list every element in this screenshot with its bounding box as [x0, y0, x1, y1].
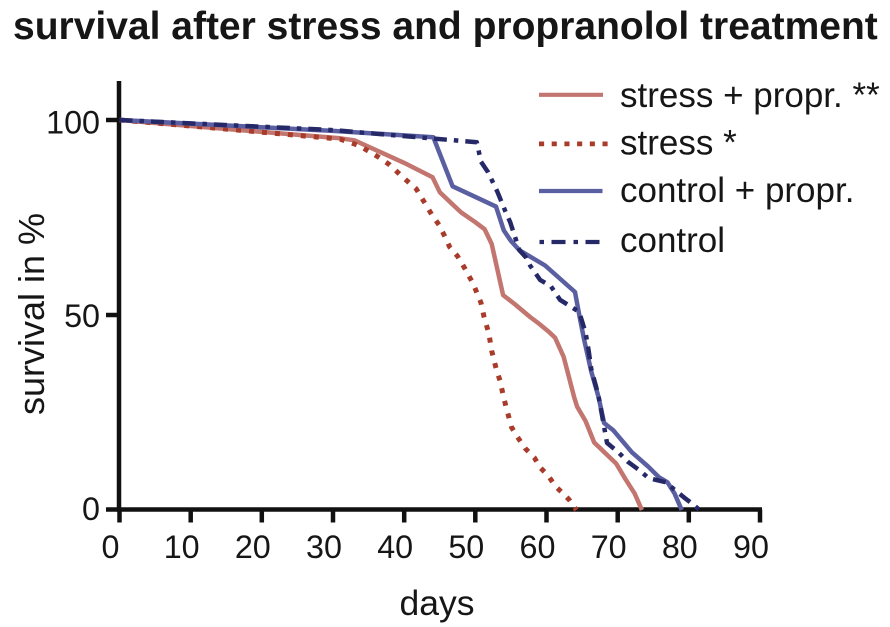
svg-text:control: control — [620, 221, 725, 260]
svg-text:50: 50 — [448, 529, 484, 565]
svg-text:30: 30 — [306, 529, 342, 565]
svg-text:stress + propr. **: stress + propr. ** — [620, 76, 880, 115]
svg-text:0: 0 — [82, 491, 100, 527]
svg-text:10: 10 — [164, 529, 200, 565]
svg-text:90: 90 — [733, 529, 769, 565]
svg-text:50: 50 — [64, 298, 100, 334]
svg-text:100: 100 — [46, 105, 100, 141]
svg-text:survival after stress and prop: survival after stress and propranolol tr… — [13, 5, 878, 48]
svg-text:40: 40 — [377, 529, 413, 565]
svg-text:0: 0 — [102, 529, 120, 565]
svg-text:survival in %: survival in % — [11, 213, 52, 415]
svg-text:60: 60 — [520, 529, 556, 565]
svg-text:days: days — [400, 583, 475, 623]
svg-text:stress *: stress * — [620, 124, 737, 163]
svg-text:70: 70 — [591, 529, 627, 565]
svg-text:20: 20 — [235, 529, 271, 565]
svg-text:control + propr.: control + propr. — [620, 171, 854, 210]
svg-text:80: 80 — [662, 529, 698, 565]
